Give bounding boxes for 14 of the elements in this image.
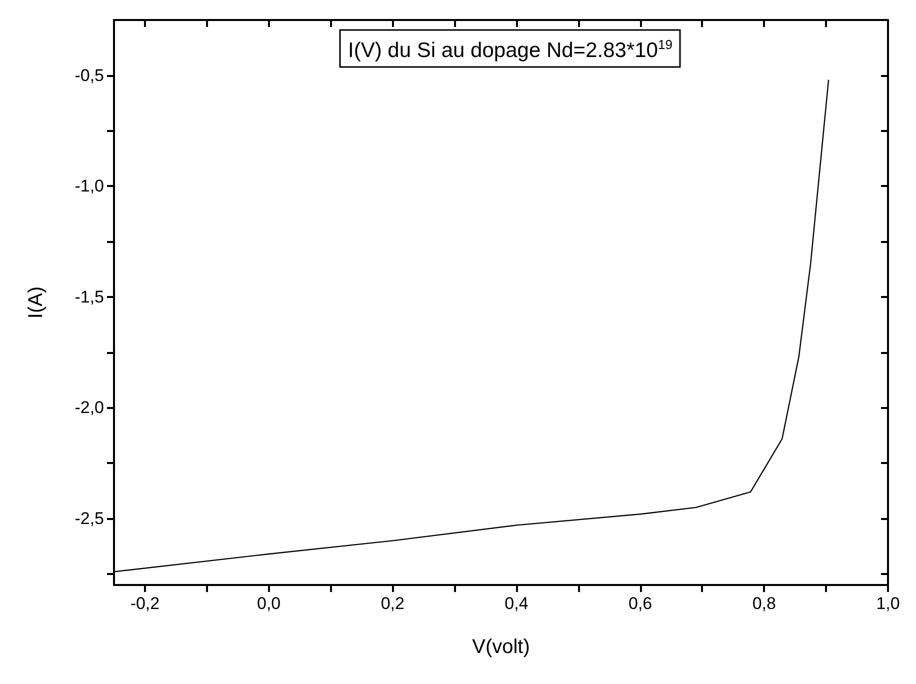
x-tick-label: 0,4	[504, 594, 528, 613]
y-tick-label: -0,5	[74, 66, 104, 85]
y-axis-title: I(A)	[25, 286, 47, 319]
x-tick-label: 1,0	[876, 594, 900, 613]
y-tick-label: -2,5	[74, 509, 104, 528]
y-tick-label: -2,0	[74, 398, 104, 418]
x-tick-label: 0,6	[628, 594, 652, 613]
x-tick-label: 0,0	[256, 594, 281, 613]
x-tick-label: 0,2	[380, 594, 404, 613]
y-tick-label: -1,5	[74, 287, 104, 306]
y-tick-label: -1,0	[74, 176, 104, 196]
x-axis-title: V(volt)	[472, 636, 530, 658]
x-tick-label: 0,8	[752, 594, 776, 613]
x-tick-label: -0,2	[130, 594, 160, 613]
